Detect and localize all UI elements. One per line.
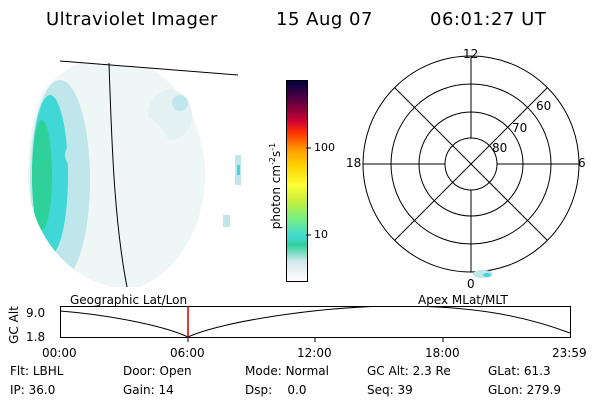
mlt-0-label: 0 [467,277,475,291]
orbit-right-title: Apex MLat/MLT [418,293,508,307]
gain-key: Gain: [123,383,155,397]
orbit-x-tick-0: 00:00 [42,346,77,360]
orbit-y-axis-label: GC Alt [7,306,21,344]
orbit-x-tick-2: 12:00 [297,346,332,360]
colorbar-tick-100: 100 [314,141,335,154]
altitude-curve [60,306,571,338]
glon-key: GLon: [488,383,523,397]
orbit-y-bottom: 1.8 [26,330,46,344]
terminator-line [108,62,128,288]
time-label: 06:01:27 UT [430,9,547,30]
lat-80-label: 80 [492,141,508,155]
orbit-y-top: 9.0 [26,306,46,320]
gain-value: 14 [158,383,174,397]
mlt-6-label: 6 [578,156,586,170]
aurora-image [28,61,247,287]
flt-value: LBHL [32,364,64,378]
top-horizon-line [59,60,239,76]
orbit-left-title: Geographic Lat/Lon [70,293,188,307]
geographic-image [28,60,247,288]
lat-60-label: 60 [536,99,552,113]
colorbar-tick-10: 10 [314,228,328,241]
orbit-x-tick-3: 18:00 [425,346,460,360]
orbit-x-tick-1: 06:00 [170,346,205,360]
colorbar-unit-label: photon cm-2s-1 [268,142,283,230]
small-patch-3 [223,215,230,227]
glat-value: 61.3 [523,364,551,378]
date-label: 15 Aug 07 [276,9,373,30]
ip-key: IP: [10,383,25,397]
seq-key: Seq: [367,383,394,397]
orbit-x-tick-4: 23:59 [552,346,587,360]
mlt-18-label: 18 [346,156,362,170]
ip-value: 36.0 [28,383,56,397]
gc-alt-key: GC Alt: [367,364,409,378]
polar-plot [362,55,580,278]
lat-70-label: 70 [512,121,528,135]
dsp-value: 0.0 [287,383,307,397]
mode-key: Mode: [245,364,282,378]
instrument-title: Ultraviolet Imager [46,9,218,30]
glat-key: GLat: [488,364,521,378]
flt-key: Flt: [10,364,29,378]
dsp-key: Dsp: [245,383,273,397]
mlt-12-label: 12 [463,47,479,61]
colorbar [286,80,308,282]
mode-value: Normal [285,364,329,378]
seq-value: 39 [397,383,413,397]
status-row-2: IP: 36.0 Gain: 14 Dsp: 0.0 Seq: 39 GLon:… [10,383,600,399]
status-row-1: Flt: LBHL Door: Open Mode: Normal GC Alt… [10,364,600,380]
glon-value: 279.9 [526,383,561,397]
orbit-altitude-plot [60,306,571,342]
colorbar-ticks [306,147,311,236]
door-key: Door: [123,364,156,378]
gc-alt-value: 2.3 Re [412,364,451,378]
door-value: Open [159,364,192,378]
small-patch-2 [237,165,240,175]
